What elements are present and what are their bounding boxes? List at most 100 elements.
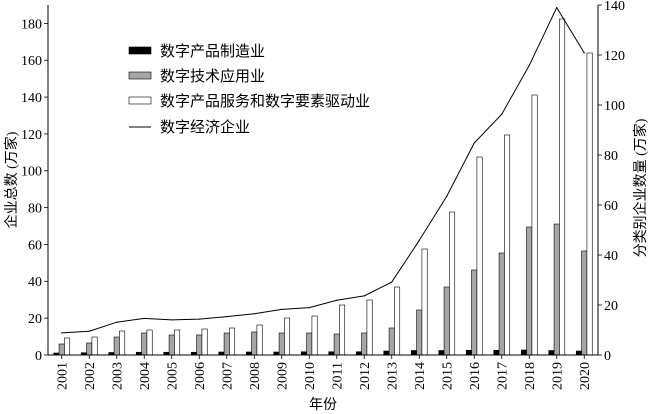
- services-data-driven-bar-2011: [339, 304, 346, 356]
- digital-economy-total-point-2009: [281, 308, 283, 310]
- x-tick-label-2009: 2009: [276, 362, 291, 390]
- manufacturing-bar-2018: [520, 349, 527, 356]
- left-y-tick-label-160: 160: [21, 54, 42, 69]
- x-tick-label-2007: 2007: [221, 362, 236, 390]
- x-tick-label-2019: 2019: [551, 362, 566, 390]
- x-tick-label-2011: 2011: [331, 362, 346, 389]
- left-y-tick-label-40: 40: [28, 275, 42, 290]
- digital-economy-total-point-2008: [253, 313, 255, 315]
- left-y-tick-label-60: 60: [28, 238, 42, 253]
- tech-application-bar-2005: [168, 334, 175, 356]
- right-y-tick-label-140: 140: [604, 0, 625, 14]
- tech-application-bar-2011: [333, 333, 340, 356]
- tech-application-bar-2008: [251, 331, 258, 356]
- manufacturing-bar-2019: [548, 350, 555, 356]
- legend-item-tech-application: 数字技术应用业: [128, 67, 265, 85]
- left-y-tick-label-140: 140: [21, 91, 42, 106]
- left-y-tick-label-120: 120: [21, 128, 42, 143]
- services-data-driven-bar-2015: [449, 211, 456, 356]
- tech-application-bar-2004: [141, 332, 148, 356]
- digital-economy-total-point-2017: [501, 113, 503, 115]
- manufacturing-bar-2016: [465, 349, 472, 356]
- x-tick-label-2020: 2020: [578, 362, 593, 390]
- x-tick-label-2017: 2017: [496, 362, 511, 390]
- x-tick-label-2002: 2002: [83, 362, 98, 390]
- legend-label-tech-application: 数字技术应用业: [160, 67, 265, 85]
- tech-application-bar-2009: [278, 332, 285, 356]
- legend: 数字产品制造业 数字技术应用业 数字产品服务和数字要素驱动业 数字经济企业: [128, 43, 370, 136]
- tech-application-bar-2020: [581, 250, 588, 356]
- services-data-driven-bar-2017: [504, 134, 511, 356]
- left-y-tick-label-80: 80: [28, 202, 42, 217]
- left-y-tick-label-20: 20: [28, 312, 42, 327]
- services-data-driven-bar-2010: [311, 315, 318, 356]
- x-tick-label-2001: 2001: [56, 362, 71, 390]
- right-y-tick-label-40: 40: [604, 249, 618, 264]
- services-data-driven-bar-2004: [146, 329, 153, 356]
- tech-application-bar-2019: [553, 223, 560, 356]
- manufacturing-bar-2015: [438, 350, 445, 356]
- digital-economy-total-point-2001: [61, 332, 63, 334]
- tech-application-bar-2016: [471, 269, 478, 356]
- right-y-tick-label-120: 120: [604, 49, 625, 64]
- x-tick-label-2018: 2018: [523, 362, 538, 390]
- tech-application-bar-2007: [223, 332, 230, 356]
- services-data-driven-bar-2007: [229, 327, 236, 356]
- digital-economy-total-point-2004: [143, 317, 145, 319]
- x-tick-label-2003: 2003: [111, 362, 126, 390]
- x-tick-label-2006: 2006: [193, 362, 208, 390]
- legend-swatch-tech-application: [128, 71, 152, 80]
- digital-economy-total-point-2003: [116, 321, 118, 323]
- manufacturing-bar-2020: [575, 350, 582, 356]
- right-y-ticks: 0 20 40 60 80 100 120 140: [598, 0, 625, 364]
- legend-label-manufacturing: 数字产品制造业: [160, 43, 265, 60]
- tech-application-bar-2006: [196, 334, 203, 356]
- x-tick-label-2008: 2008: [248, 362, 263, 390]
- digital-economy-total-point-2005: [171, 319, 173, 321]
- services-data-driven-bar-2008: [256, 324, 263, 356]
- digital-economy-total-point-2018: [528, 64, 530, 67]
- x-tick-label-2010: 2010: [303, 362, 318, 390]
- x-tick-label-2013: 2013: [386, 362, 401, 390]
- x-tick-label-2015: 2015: [441, 362, 456, 390]
- services-data-driven-bar-2009: [284, 317, 291, 356]
- manufacturing-bar-2017: [493, 349, 500, 356]
- right-y-axis-title: 分类别企业数量 (万家): [632, 118, 649, 257]
- digital-economy-total-point-2013: [391, 281, 393, 283]
- left-y-tick-label-100: 100: [21, 165, 42, 180]
- legend-swatch-services-data-driven: [128, 96, 152, 105]
- digital-economy-total-point-2020: [583, 52, 585, 54]
- manufacturing-bar-2013: [383, 350, 390, 356]
- services-data-driven-bar-2019: [559, 18, 566, 356]
- x-tick-label-2014: 2014: [413, 362, 428, 390]
- left-y-tick-label-180: 180: [21, 17, 42, 32]
- services-data-driven-bar-2016: [476, 156, 483, 356]
- right-y-tick-label-100: 100: [604, 99, 625, 114]
- tech-application-bar-2001: [58, 343, 65, 356]
- left-y-axis-title: 企业总数 (万家): [3, 131, 20, 228]
- axes: [47, 5, 599, 356]
- services-data-driven-bar-2012: [366, 299, 373, 356]
- digital-economy-total-line: [61, 7, 585, 334]
- services-data-driven-bar-2005: [174, 329, 181, 356]
- tech-application-bar-2017: [498, 252, 505, 356]
- bars-group: [53, 18, 593, 356]
- services-data-driven-bar-2018: [531, 94, 538, 356]
- legend-label-services-data-driven: 数字产品服务和数字要素驱动业: [160, 93, 370, 110]
- x-tick-label-2012: 2012: [358, 362, 373, 390]
- digital-economy-total-point-2012: [363, 295, 365, 297]
- digital-economy-total-point-2010: [308, 307, 310, 309]
- services-data-driven-bar-2003: [119, 330, 126, 356]
- x-tick-label-2004: 2004: [138, 362, 153, 390]
- line-group: [61, 6, 585, 334]
- digital-economy-total-point-2015: [446, 195, 448, 197]
- right-y-tick-label-20: 20: [604, 299, 618, 314]
- manufacturing-bar-2014: [410, 350, 417, 356]
- x-tick-label-2016: 2016: [468, 362, 483, 390]
- tech-application-bar-2013: [388, 327, 395, 356]
- services-data-driven-bar-2013: [394, 286, 401, 356]
- right-y-tick-label-80: 80: [604, 149, 618, 164]
- legend-label-digital-economy-total: 数字经济企业: [160, 118, 250, 136]
- tech-application-bar-2012: [361, 332, 368, 356]
